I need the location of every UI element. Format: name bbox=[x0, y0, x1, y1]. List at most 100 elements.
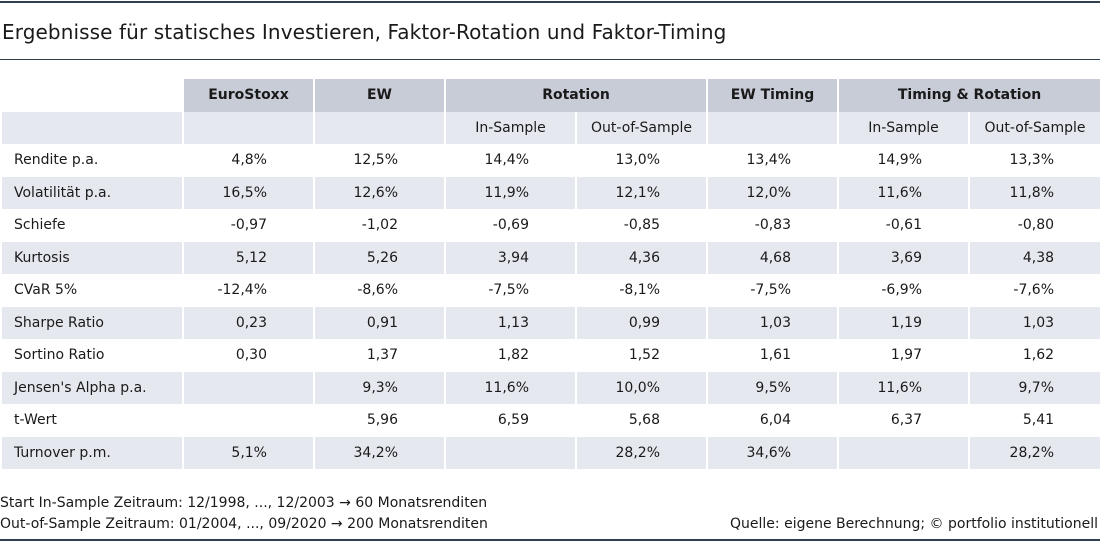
table-row: Turnover p.m. 5,1% 34,2% 28,2% 34,6% 28,2% bbox=[2, 436, 1100, 469]
table-cell: 0,23 bbox=[184, 306, 313, 339]
table-row: Jensen's Alpha p.a. 9,3% 11,6% 10,0% 9,5% 11,… bbox=[2, 371, 1100, 404]
subheader-cell bbox=[708, 111, 837, 144]
table-cell: 28,2% bbox=[970, 436, 1100, 469]
group-header-row: EuroStoxx EW Rotation EW Timing Timing &… bbox=[2, 79, 1100, 112]
table-cell: 4,8% bbox=[231, 152, 267, 169]
table-cell bbox=[446, 436, 575, 469]
table-cell: 5,12 bbox=[184, 241, 313, 274]
table-cell: 11,6% bbox=[446, 371, 575, 404]
row-label: Sortino Ratio bbox=[14, 347, 105, 364]
table-cell: -7,6% bbox=[1013, 282, 1055, 299]
row-label: CVaR 5% bbox=[14, 282, 78, 299]
table-cell: -12,4% bbox=[217, 282, 267, 299]
header-timing-rotation: Timing & Rotation bbox=[839, 79, 1100, 112]
table-cell: 13,0% bbox=[615, 152, 660, 169]
table-cell: 34,6% bbox=[708, 436, 837, 469]
row-label: Sharpe Ratio bbox=[2, 306, 182, 339]
table-row: Kurtosis 5,12 5,26 3,94 4,36 4,68 3,69 4,38 bbox=[2, 241, 1100, 274]
source-note: Quelle: eigene Berechnung; © portfolio i… bbox=[730, 516, 1098, 532]
row-label: Schiefe bbox=[14, 217, 66, 234]
table-cell: 9,3% bbox=[315, 371, 444, 404]
table-cell: -0,69 bbox=[492, 217, 529, 234]
table-cell: -7,5% bbox=[750, 282, 791, 299]
table-cell: 11,8% bbox=[970, 176, 1100, 209]
table-cell: 3,94 bbox=[446, 241, 575, 274]
table-cell: 6,59 bbox=[497, 412, 529, 429]
table-cell bbox=[184, 404, 313, 437]
table-cell: 13,4% bbox=[746, 152, 791, 169]
table-cell: 6,37 bbox=[890, 412, 922, 429]
table-cell: 1,61 bbox=[759, 347, 791, 364]
table-cell: 28,2% bbox=[577, 436, 706, 469]
row-label: Rendite p.a. bbox=[14, 152, 99, 169]
table-cell: 5,1% bbox=[184, 436, 313, 469]
table-cell: 10,0% bbox=[577, 371, 706, 404]
table-cell: 1,13 bbox=[446, 306, 575, 339]
table-cell: 1,19 bbox=[839, 306, 968, 339]
table-cell: 1,03 bbox=[970, 306, 1100, 339]
table-cell: 13,3% bbox=[1009, 152, 1055, 169]
header-ew: EW bbox=[315, 79, 444, 112]
table-cell: 1,62 bbox=[1022, 347, 1055, 364]
table-cell: 1,52 bbox=[628, 347, 660, 364]
table-cell: -8,1% bbox=[619, 282, 660, 299]
header-corner bbox=[2, 79, 182, 112]
table-cell: -0,97 bbox=[230, 217, 267, 234]
table-cell: 0,99 bbox=[577, 306, 706, 339]
table-cell: 14,4% bbox=[484, 152, 529, 169]
table-cell: 16,5% bbox=[184, 176, 313, 209]
title-rule bbox=[0, 59, 1100, 60]
table-row: CVaR 5% -12,4% -8,6% -7,5% -8,1% -7,5% -6,9% -7… bbox=[2, 274, 1100, 307]
table-cell: 0,91 bbox=[315, 306, 444, 339]
table-cell: 12,1% bbox=[577, 176, 706, 209]
table-cell: 9,5% bbox=[708, 371, 837, 404]
table-cell: -0,85 bbox=[623, 217, 660, 234]
subheader-timing-out-of-sample: Out-of-Sample bbox=[970, 111, 1100, 144]
table-cell: 34,2% bbox=[315, 436, 444, 469]
table-cell: 5,68 bbox=[628, 412, 660, 429]
subheader-timing-in-sample: In-Sample bbox=[839, 111, 968, 144]
table-cell: -0,83 bbox=[754, 217, 791, 234]
table-cell: 12,5% bbox=[353, 152, 398, 169]
table-row: Sharpe Ratio 0,23 0,91 1,13 0,99 1,03 1,19 1,03 bbox=[2, 306, 1100, 339]
table-cell: -7,5% bbox=[488, 282, 529, 299]
table-cell: 4,38 bbox=[970, 241, 1100, 274]
bottom-rule bbox=[0, 539, 1100, 541]
table-row: Rendite p.a. 4,8% 12,5% 14,4% 13,0% 13,4% 14,9… bbox=[2, 144, 1100, 177]
row-label: t-Wert bbox=[14, 412, 57, 429]
table-cell: 1,37 bbox=[366, 347, 398, 364]
table-cell: 12,0% bbox=[708, 176, 837, 209]
header-ew-timing: EW Timing bbox=[708, 79, 837, 112]
table-cell: 1,03 bbox=[708, 306, 837, 339]
table-cell: 5,26 bbox=[315, 241, 444, 274]
table-cell bbox=[839, 436, 968, 469]
subheader-rotation-in-sample: In-Sample bbox=[446, 111, 575, 144]
table-row: Sortino Ratio 0,30 1,37 1,82 1,52 1,61 1,97 1,6… bbox=[2, 339, 1100, 372]
table-row: Schiefe -0,97 -1,02 -0,69 -0,85 -0,83 -0,61 -0,… bbox=[2, 209, 1100, 242]
subheader-row: In-Sample Out-of-Sample In-Sample Out-of… bbox=[2, 111, 1100, 144]
table-cell: 1,82 bbox=[497, 347, 529, 364]
subheader-cell bbox=[315, 111, 444, 144]
table-cell: 3,69 bbox=[839, 241, 968, 274]
table-cell: -0,61 bbox=[885, 217, 922, 234]
table-cell: 14,9% bbox=[877, 152, 922, 169]
subheader-rotation-out-of-sample: Out-of-Sample bbox=[577, 111, 706, 144]
table-cell: -6,9% bbox=[881, 282, 922, 299]
header-rotation: Rotation bbox=[446, 79, 706, 112]
header-eurostoxx: EuroStoxx bbox=[184, 79, 313, 112]
table-title: Ergebnisse für statisches Investieren, F… bbox=[2, 20, 727, 44]
footnotes: Start In-Sample Zeitraum: 12/1998, ..., … bbox=[0, 493, 488, 535]
table-cell: 0,30 bbox=[235, 347, 267, 364]
table-cell: 4,68 bbox=[708, 241, 837, 274]
table-cell: 9,7% bbox=[970, 371, 1100, 404]
table-cell: 11,6% bbox=[839, 176, 968, 209]
table-cell: 11,6% bbox=[839, 371, 968, 404]
footnote-in-sample: Start In-Sample Zeitraum: 12/1998, ..., … bbox=[0, 495, 488, 511]
row-label: Volatilität p.a. bbox=[2, 176, 182, 209]
table-row: Volatilität p.a. 16,5% 12,6% 11,9% 12,1% 12,0… bbox=[2, 176, 1100, 209]
subheader-cell bbox=[184, 111, 313, 144]
row-label: Turnover p.m. bbox=[2, 436, 182, 469]
table-row: t-Wert 5,96 6,59 5,68 6,04 6,37 5,41 bbox=[2, 404, 1100, 437]
table-cell: 12,6% bbox=[315, 176, 444, 209]
footnote-out-of-sample: Out-of-Sample Zeitraum: 01/2004, ..., 09… bbox=[0, 516, 488, 532]
